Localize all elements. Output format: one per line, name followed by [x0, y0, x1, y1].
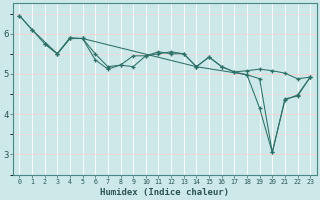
- X-axis label: Humidex (Indice chaleur): Humidex (Indice chaleur): [100, 188, 229, 197]
